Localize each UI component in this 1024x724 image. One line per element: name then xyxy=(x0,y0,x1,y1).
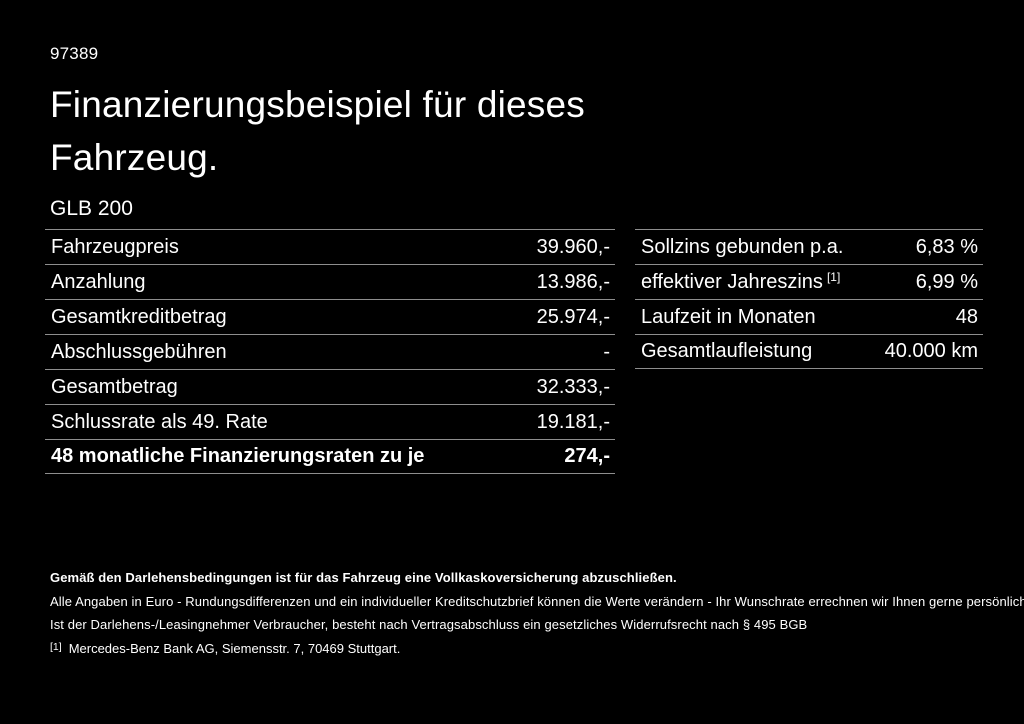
row-value: 32.333,- xyxy=(536,375,610,398)
row-effektiver-jahreszins: effektiver Jahreszins [1] 6,99 % xyxy=(635,264,983,299)
row-value: 6,99 % xyxy=(915,270,978,293)
row-value: - xyxy=(603,340,610,363)
row-label: Gesamtkreditbetrag xyxy=(51,305,227,328)
row-label: Schlussrate als 49. Rate xyxy=(51,410,268,433)
row-label: Fahrzeugpreis xyxy=(51,235,179,258)
row-label: Abschlussgebühren xyxy=(51,340,227,363)
model-name: GLB 200 xyxy=(50,197,133,220)
footnote-text: Mercedes-Benz Bank AG, Siemensstr. 7, 70… xyxy=(68,641,401,656)
row-gesamtkreditbetrag: Gesamtkreditbetrag 25.974,- xyxy=(45,299,615,334)
disclaimer-widerrufsrecht: Ist der Darlehens-/Leasingnehmer Verbrau… xyxy=(50,617,808,632)
disclaimer-euro-values: Alle Angaben in Euro - Rundungsdifferenz… xyxy=(50,594,1024,609)
footnote-reference: [1] xyxy=(826,269,841,284)
row-gesamtlaufleistung: Gesamtlaufleistung 40.000 km xyxy=(635,334,983,369)
row-label: effektiver Jahreszins [1] xyxy=(635,269,841,294)
row-label: Gesamtbetrag xyxy=(51,375,178,398)
row-sollzins: Sollzins gebunden p.a. 6,83 % xyxy=(635,229,983,264)
row-laufzeit: Laufzeit in Monaten 48 xyxy=(635,299,983,334)
row-schlussrate: Schlussrate als 49. Rate 19.181,- xyxy=(45,404,615,439)
row-label: Gesamtlaufleistung xyxy=(641,340,813,362)
financing-table-right: Sollzins gebunden p.a. 6,83 % effektiver… xyxy=(635,229,983,369)
row-label: 48 monatliche Finanzierungsraten zu je xyxy=(51,445,425,467)
page-title-line2: Fahrzeug. xyxy=(50,137,219,178)
row-value: 39.960,- xyxy=(536,235,610,258)
page-title: Finanzierungsbeispiel für dieses Fahrzeu… xyxy=(50,78,585,184)
footnote-marker: [1] xyxy=(50,641,62,653)
footnote-bank: [1] Mercedes-Benz Bank AG, Siemensstr. 7,… xyxy=(50,641,400,656)
row-value: 48 xyxy=(955,305,978,328)
row-value: 40.000 km xyxy=(884,340,978,362)
row-value: 19.181,- xyxy=(536,410,610,433)
row-value: 274,- xyxy=(564,445,610,467)
row-monatliche-raten: 48 monatliche Finanzierungsraten zu je 2… xyxy=(45,439,615,474)
row-value: 13.986,- xyxy=(536,270,610,293)
doc-number: 97389 xyxy=(50,44,99,63)
page-title-line1: Finanzierungsbeispiel für dieses xyxy=(50,84,585,125)
row-abschlussgebuehren: Abschlussgebühren - xyxy=(45,334,615,369)
row-label: Sollzins gebunden p.a. xyxy=(641,235,844,258)
row-label: Anzahlung xyxy=(51,270,146,293)
row-value: 6,83 % xyxy=(915,235,978,258)
row-value: 25.974,- xyxy=(536,305,610,328)
row-label-text: effektiver Jahreszins xyxy=(641,270,823,293)
row-anzahlung: Anzahlung 13.986,- xyxy=(45,264,615,299)
row-label: Laufzeit in Monaten xyxy=(641,305,816,328)
disclaimer-insurance: Gemäß den Darlehensbedingungen ist für d… xyxy=(50,570,677,585)
row-fahrzeugpreis: Fahrzeugpreis 39.960,- xyxy=(45,229,615,264)
row-gesamtbetrag: Gesamtbetrag 32.333,- xyxy=(45,369,615,404)
financing-table-left: Fahrzeugpreis 39.960,- Anzahlung 13.986,… xyxy=(45,229,615,474)
